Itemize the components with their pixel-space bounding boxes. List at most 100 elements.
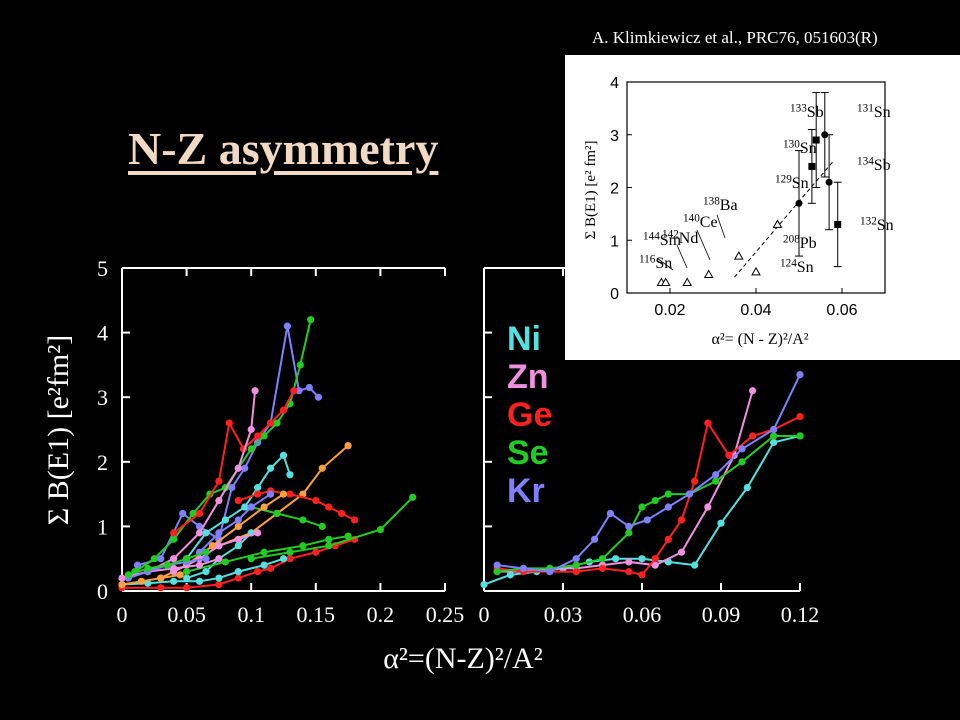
left-chart-data-point bbox=[215, 496, 223, 505]
left-chart-data-point bbox=[254, 490, 262, 498]
inset-point-open-triangle bbox=[772, 219, 783, 228]
left-chart-data-point bbox=[234, 574, 242, 582]
left-chart-data-point bbox=[247, 445, 255, 453]
right-chart-data-point bbox=[704, 503, 712, 511]
left-chart-data-point bbox=[228, 484, 236, 492]
left-chart-data-point bbox=[215, 529, 223, 537]
left-chart-data-point bbox=[305, 383, 313, 392]
left-chart-data-point bbox=[283, 322, 291, 330]
left-chart-data-point bbox=[170, 577, 178, 585]
inset-trend-line bbox=[734, 160, 834, 278]
left-chart-data-point bbox=[296, 361, 304, 369]
right-chart-x-tick-label: 0 bbox=[479, 602, 490, 627]
left-chart-data-point bbox=[350, 516, 359, 524]
left-chart-data-point bbox=[118, 574, 126, 582]
slide-title: N-Z asymmetry bbox=[128, 123, 439, 174]
right-chart-data-point bbox=[546, 568, 554, 576]
left-chart-data-point bbox=[195, 577, 204, 585]
left-chart-data-point bbox=[279, 555, 288, 563]
left-chart-data-point bbox=[221, 558, 229, 566]
left-chart-x-tick-label: 0.25 bbox=[426, 602, 465, 627]
left-chart-data-point bbox=[251, 387, 259, 395]
left-chart-data-point bbox=[247, 425, 255, 434]
left-chart-data-point bbox=[215, 555, 223, 563]
left-chart-data-point bbox=[221, 516, 229, 524]
left-chart-data-point bbox=[325, 503, 333, 511]
inset-isotope-label: 133Sb bbox=[790, 102, 824, 121]
inset-point-filled-circle bbox=[821, 131, 829, 139]
left-chart-data-point bbox=[325, 542, 333, 550]
inset-point-filled-square bbox=[808, 162, 816, 170]
left-chart-data-point bbox=[260, 432, 268, 440]
left-chart-data-point bbox=[266, 419, 275, 427]
left-chart-data-point bbox=[290, 387, 298, 395]
inset-point-filled-square bbox=[812, 136, 820, 144]
left-chart-data-point bbox=[344, 442, 352, 450]
legend-item-ni: Ni bbox=[507, 320, 541, 358]
right-chart-data-point bbox=[691, 561, 699, 569]
inset-isotope-label: 132Sn bbox=[860, 215, 894, 234]
right-chart-data-point bbox=[625, 558, 633, 566]
legend-item-ge: Ge bbox=[507, 396, 552, 434]
right-chart-data-point bbox=[685, 490, 694, 498]
inset-isotope-label: 142Nd bbox=[662, 228, 698, 247]
left-chart-data-point bbox=[279, 490, 288, 498]
left-chart-x-tick-label: 0.2 bbox=[367, 602, 395, 627]
inset-y-label: Σ B(E1) [e² fm²] bbox=[583, 141, 599, 240]
left-chart-data-point bbox=[241, 464, 249, 472]
inset-x-label: α²= (N - Z)²/A² bbox=[711, 331, 808, 348]
left-chart-data-point bbox=[247, 503, 255, 511]
inset-isotope-label: 138Ba bbox=[703, 195, 738, 214]
right-chart-data-point bbox=[493, 568, 501, 576]
left-chart-series-line bbox=[137, 325, 320, 567]
left-chart-data-point bbox=[195, 561, 204, 569]
right-chart-data-point bbox=[612, 555, 620, 563]
inset-isotope-label: 124Sn bbox=[780, 257, 814, 276]
left-chart-data-point bbox=[295, 387, 303, 395]
left-chart-data-point bbox=[344, 532, 352, 540]
inset-isotope-label: 130Sn bbox=[783, 138, 817, 157]
inset-isotope-label: 116Sn bbox=[639, 253, 672, 272]
right-chart-data-point bbox=[664, 490, 672, 498]
left-chart-x-tick-label: 0 bbox=[117, 602, 128, 627]
inset-point-open-triangle bbox=[751, 266, 761, 276]
inset-point-open-triangle bbox=[682, 277, 693, 286]
right-chart-data-point bbox=[770, 425, 778, 434]
left-chart-series-line bbox=[218, 444, 349, 547]
right-chart-data-point bbox=[738, 458, 746, 466]
right-chart-data-point bbox=[638, 555, 646, 563]
left-chart-data-point bbox=[183, 574, 191, 582]
x-axis-label: α²=(N-Z)²/A² bbox=[383, 642, 543, 675]
left-chart-y-tick-label: 2 bbox=[97, 450, 108, 475]
inset-y-tick-label: 3 bbox=[610, 128, 619, 145]
right-chart-data-point bbox=[638, 571, 646, 579]
left-chart-data-point bbox=[208, 542, 217, 550]
right-chart-data-point bbox=[572, 568, 580, 576]
left-chart-data-point bbox=[195, 529, 204, 537]
right-chart-series-line bbox=[497, 374, 801, 573]
right-chart-data-point bbox=[572, 555, 580, 563]
left-chart-y-tick-label: 5 bbox=[97, 256, 108, 281]
left-chart-data-point bbox=[273, 509, 281, 518]
left-chart-data-point bbox=[225, 419, 233, 427]
left-chart-data-point bbox=[279, 451, 288, 459]
left-chart-data-point bbox=[266, 464, 275, 472]
left-chart-data-point bbox=[170, 555, 178, 563]
left-chart-data-point bbox=[286, 490, 294, 498]
left-chart-data-point bbox=[234, 542, 242, 550]
right-chart-data-point bbox=[625, 522, 633, 531]
left-chart-data-point bbox=[266, 490, 275, 498]
left-chart-data-point bbox=[307, 316, 315, 324]
left-chart-data-point bbox=[234, 535, 242, 543]
inset-isotope-label: 134Sb bbox=[857, 155, 891, 174]
left-chart-data-point bbox=[202, 548, 210, 556]
right-chart-data-point bbox=[651, 496, 659, 505]
left-chart-data-point bbox=[189, 509, 197, 518]
right-chart-data-point bbox=[770, 438, 778, 447]
right-chart-data-point bbox=[677, 516, 686, 524]
left-chart-data-point bbox=[163, 561, 171, 569]
right-chart-data-point bbox=[519, 564, 528, 572]
left-chart-data-point bbox=[266, 564, 275, 572]
right-chart-data-point bbox=[643, 516, 651, 524]
